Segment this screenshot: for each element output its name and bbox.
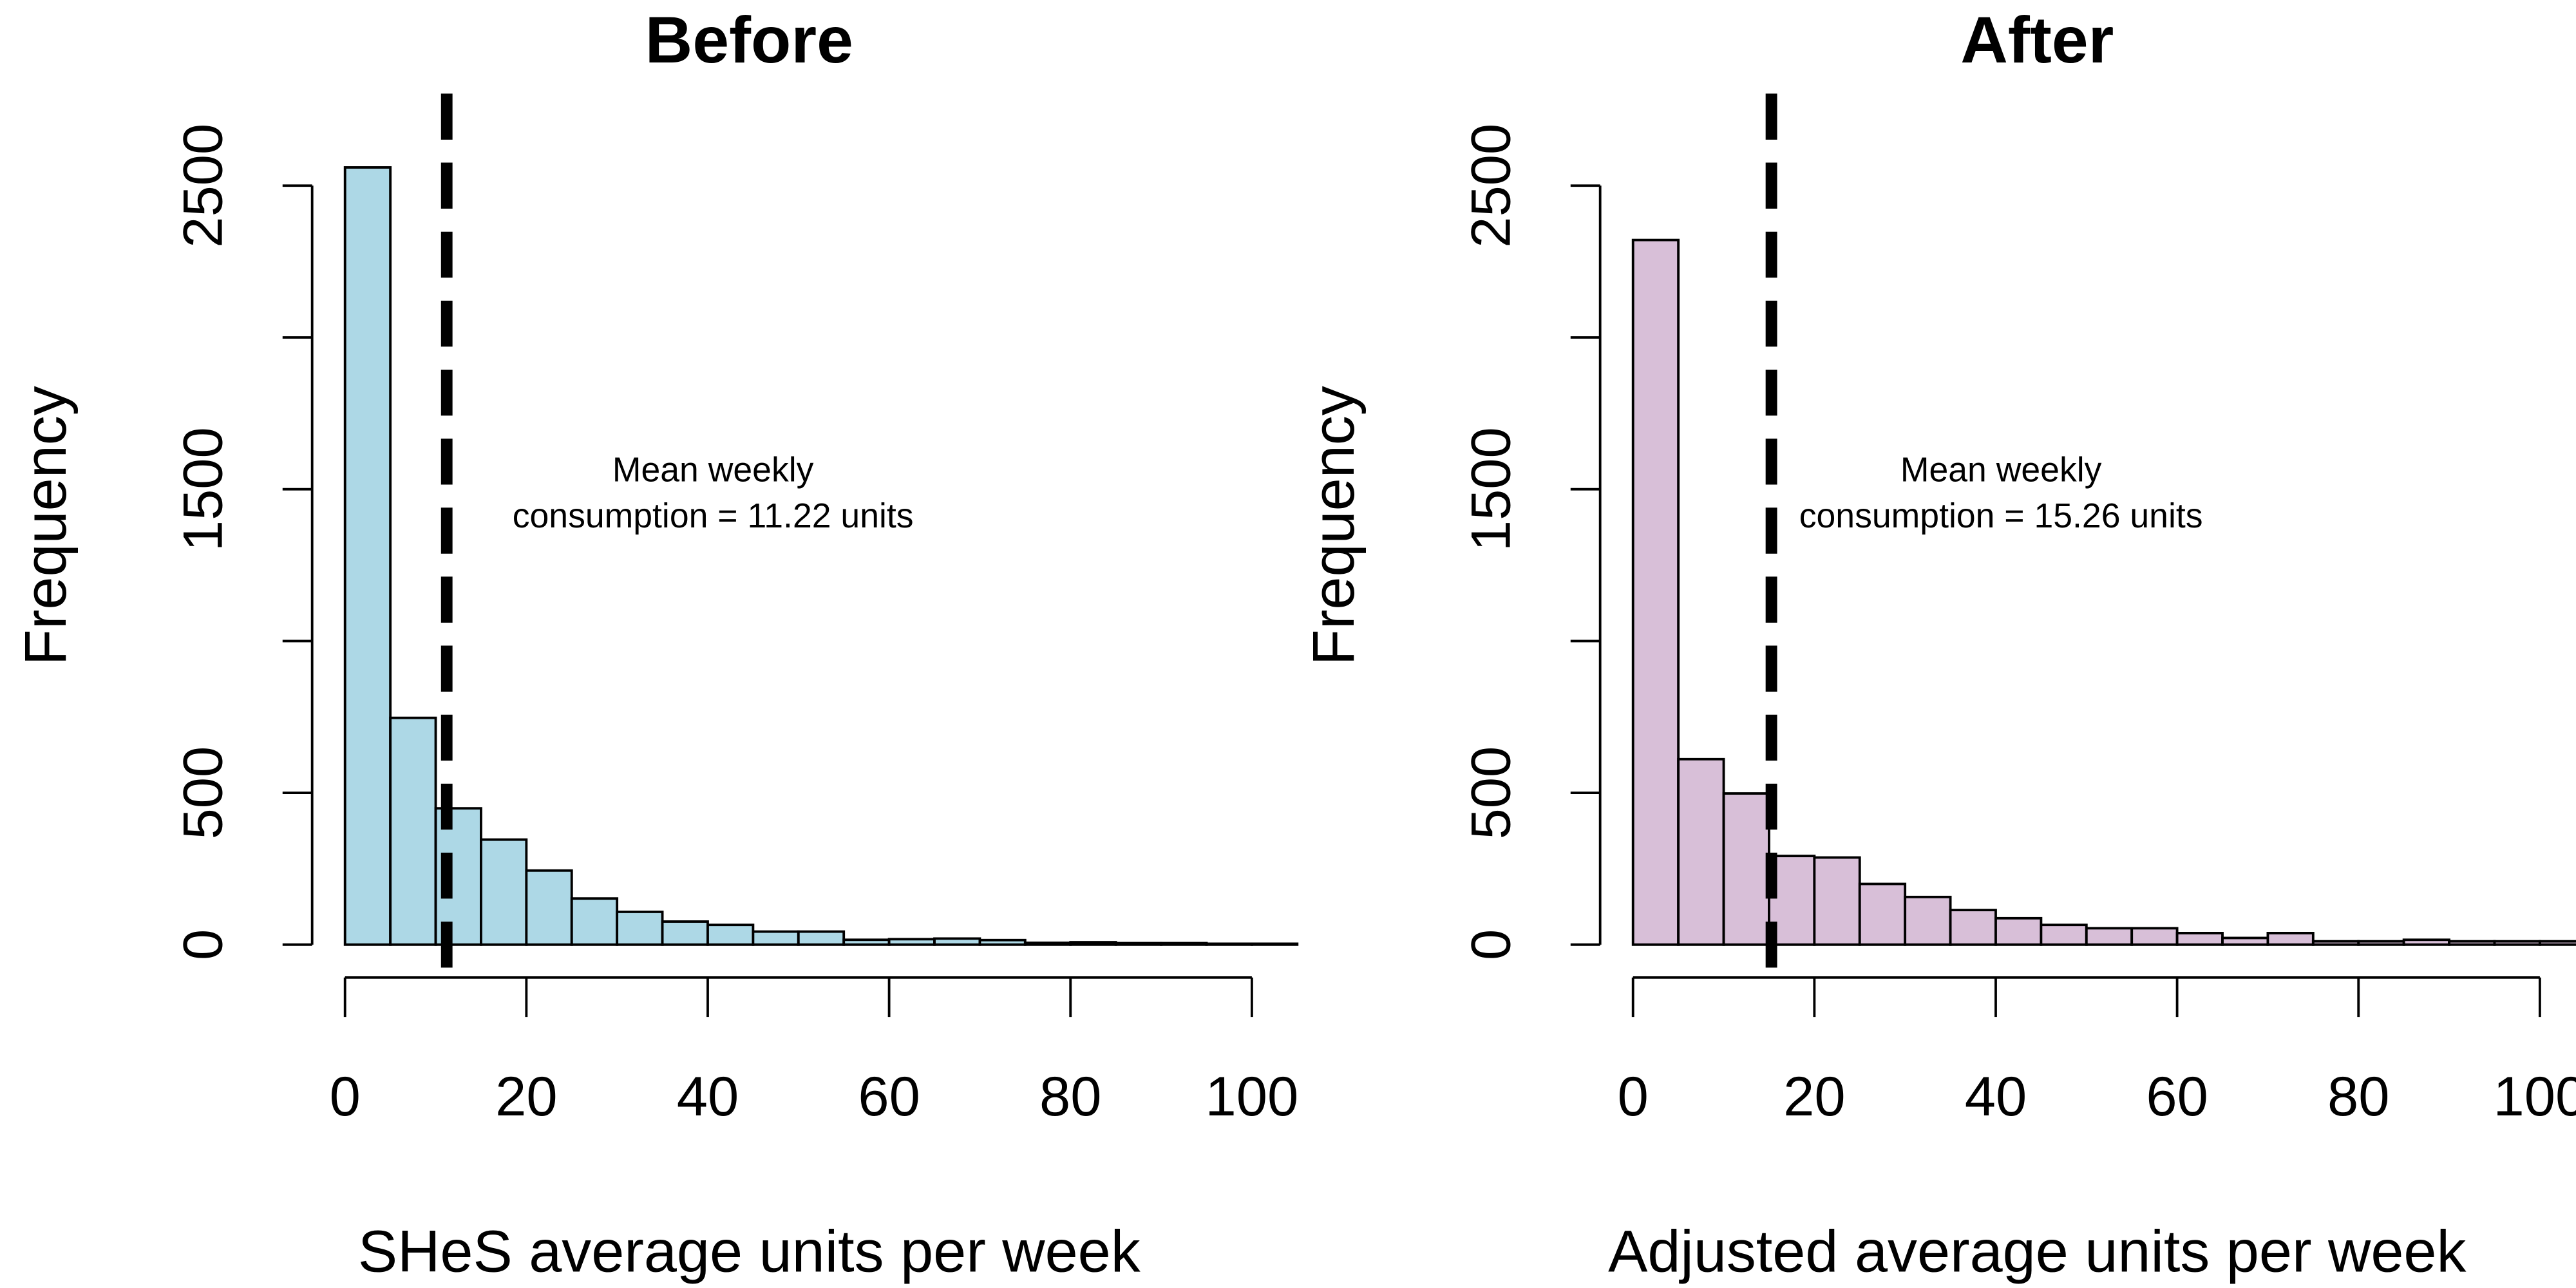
bar — [887, 938, 936, 946]
y-tick-label: 1500 — [171, 427, 234, 551]
y-tick-label: 0 — [1459, 929, 1522, 960]
bar — [1994, 916, 2043, 946]
bar — [2085, 927, 2134, 946]
y-axis-title: Frequency — [13, 386, 79, 665]
y-tick-label: 1500 — [1459, 427, 1522, 551]
bar — [1677, 757, 1725, 946]
y-tick-label: 0 — [171, 929, 234, 960]
chart-title: After — [1960, 3, 2114, 77]
bar — [1023, 942, 1072, 946]
x-tick-label: 20 — [495, 1065, 557, 1128]
bar — [343, 166, 392, 946]
x-tick-label: 0 — [330, 1065, 361, 1128]
bar — [2311, 940, 2360, 946]
bar — [1114, 942, 1162, 946]
bar — [842, 938, 891, 946]
bar — [1631, 238, 1680, 946]
annotation: Mean weekly — [612, 451, 814, 489]
bar — [2357, 940, 2405, 946]
y-tick-label: 500 — [1459, 746, 1522, 840]
bar — [2040, 923, 2088, 946]
x-tick-label: 40 — [677, 1065, 739, 1128]
bar — [570, 897, 619, 946]
bar — [480, 838, 528, 946]
bar — [2130, 927, 2179, 946]
y-tick-label: 2500 — [171, 124, 234, 248]
y-tick-label: 500 — [171, 746, 234, 840]
bar — [706, 923, 755, 946]
y-axis-title: Frequency — [1301, 386, 1367, 665]
annotation: Mean weekly — [1900, 451, 2102, 489]
x-tick-label: 40 — [1965, 1065, 2027, 1128]
bar — [525, 869, 573, 946]
x-tick-label: 80 — [2327, 1065, 2389, 1128]
x-tick-label: 60 — [2146, 1065, 2208, 1128]
bar — [2538, 940, 2576, 946]
bar — [2493, 940, 2541, 946]
bar — [752, 930, 800, 946]
bar — [1949, 909, 1997, 946]
bar — [661, 920, 709, 946]
bar — [978, 938, 1027, 946]
bar — [1205, 942, 1253, 946]
x-tick-label: 60 — [858, 1065, 920, 1128]
bar — [2221, 936, 2269, 946]
bar — [2448, 940, 2496, 946]
bar — [1250, 942, 1299, 946]
bar — [1768, 855, 1816, 946]
bar — [1813, 856, 1861, 946]
bar — [616, 911, 664, 946]
bar — [1160, 942, 1208, 946]
bar — [2175, 932, 2224, 946]
bar — [1904, 895, 1952, 946]
x-axis-title: Adjusted average units per week — [1608, 1218, 2467, 1284]
bar — [2266, 932, 2315, 946]
x-tick-label: 100 — [2494, 1065, 2576, 1128]
bar — [1858, 882, 1907, 946]
bar — [1722, 792, 1770, 946]
bar — [1069, 941, 1117, 946]
chart-title: Before — [645, 3, 853, 77]
bar — [2402, 938, 2450, 946]
annotation: consumption = 11.22 units — [513, 497, 914, 535]
x-axis-title: SHeS average units per week — [358, 1218, 1141, 1284]
x-tick-label: 0 — [1618, 1065, 1649, 1128]
annotation: consumption = 15.26 units — [1799, 497, 2203, 535]
x-tick-label: 20 — [1783, 1065, 1845, 1128]
bar — [797, 930, 846, 946]
y-tick-label: 2500 — [1459, 124, 1522, 248]
bar — [933, 937, 981, 946]
bar — [389, 716, 437, 946]
x-tick-label: 100 — [1206, 1065, 1299, 1128]
x-tick-label: 80 — [1039, 1065, 1101, 1128]
